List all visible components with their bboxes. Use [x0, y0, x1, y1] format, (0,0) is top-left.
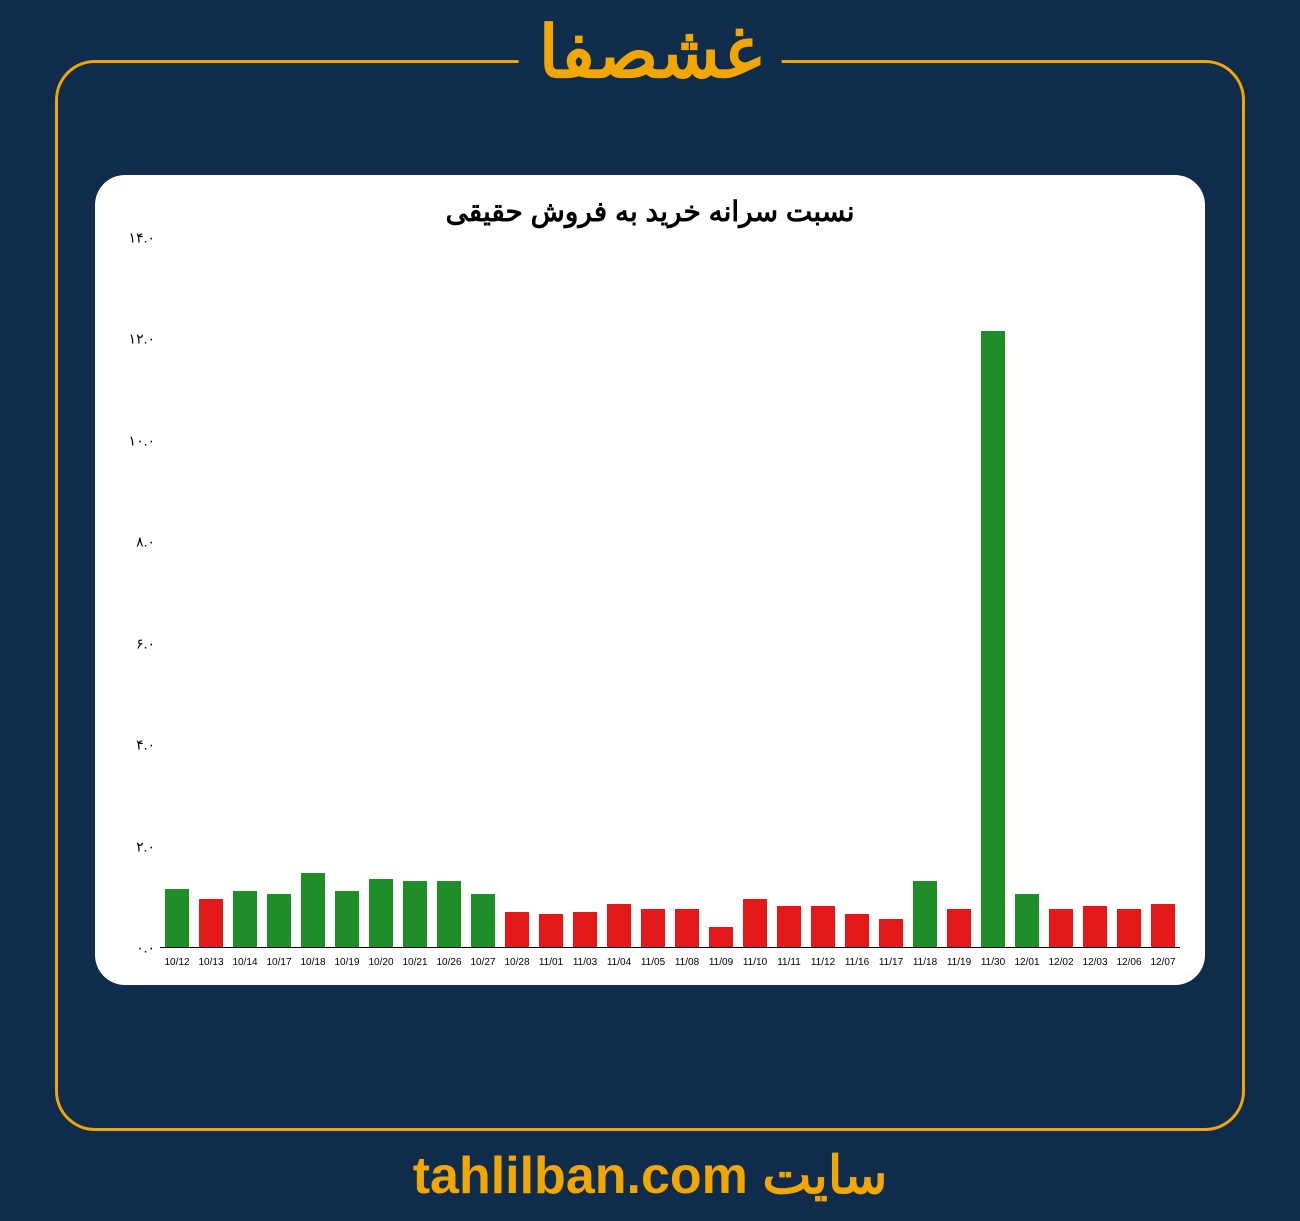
bar [1083, 906, 1107, 947]
x-tick-label: 11/09 [709, 957, 733, 968]
x-tick-label: 11/01 [539, 957, 563, 968]
x-tick-label: 10/13 [198, 957, 223, 968]
y-tick-label: ۸.۰ [115, 534, 155, 551]
bar [1117, 909, 1141, 947]
bar [1151, 904, 1175, 947]
bar [471, 894, 495, 947]
footer-text: سایت tahlilban.com [413, 1146, 888, 1206]
bar [743, 899, 767, 947]
bar [879, 919, 903, 947]
bar [301, 873, 325, 947]
y-tick-label: ۱۰.۰ [115, 432, 155, 449]
x-tick-label: 12/07 [1150, 957, 1175, 968]
footer-url: tahlilban.com [413, 1147, 748, 1205]
bar [437, 881, 461, 947]
footer-label: سایت [762, 1147, 887, 1205]
bar [573, 912, 597, 948]
x-tick-label: 10/17 [266, 957, 291, 968]
bar [1015, 894, 1039, 947]
x-tick-label: 11/08 [675, 957, 699, 968]
x-tick-label: 10/14 [232, 957, 257, 968]
x-tick-label: 11/12 [811, 957, 835, 968]
y-tick-label: ۱۴.۰ [115, 230, 155, 247]
bar [811, 906, 835, 947]
x-tick-label: 10/20 [368, 957, 393, 968]
x-tick-label: 11/04 [607, 957, 631, 968]
x-tick-label: 10/27 [470, 957, 495, 968]
x-tick-label: 10/28 [504, 957, 529, 968]
bar [199, 899, 223, 947]
bar [845, 914, 869, 947]
bar [1049, 909, 1073, 947]
bar [403, 881, 427, 947]
x-tick-label: 10/19 [334, 957, 359, 968]
x-tick-label: 11/19 [947, 957, 971, 968]
bar [505, 912, 529, 948]
bar [981, 331, 1005, 947]
bar [709, 927, 733, 947]
bar [777, 906, 801, 947]
y-tick-label: ۱۲.۰ [115, 331, 155, 348]
x-tick-label: 11/17 [879, 957, 903, 968]
x-tick-label: 11/18 [913, 957, 937, 968]
x-tick-label: 10/26 [436, 957, 461, 968]
bar [607, 904, 631, 947]
x-tick-label: 10/12 [164, 957, 189, 968]
x-tick-label: 11/11 [777, 957, 801, 968]
bar [369, 879, 393, 947]
chart-title: نسبت سرانه خرید به فروش حقیقی [115, 195, 1185, 228]
x-tick-label: 11/16 [845, 957, 869, 968]
bar [165, 889, 189, 947]
bar [267, 894, 291, 947]
x-tick-label: 11/03 [573, 957, 597, 968]
bar [675, 909, 699, 947]
chart-area: ۰.۰۲.۰۴.۰۶.۰۸.۰۱۰.۰۱۲.۰۱۴.۰ 10/1210/1310… [115, 238, 1185, 978]
header-title: غشصفا [519, 10, 782, 94]
bar [233, 891, 257, 947]
x-tick-label: 11/10 [743, 957, 767, 968]
bar [335, 891, 359, 947]
bar [641, 909, 665, 947]
x-tick-label: 11/30 [981, 957, 1005, 968]
x-tick-label: 11/05 [641, 957, 665, 968]
x-tick-label: 12/03 [1082, 957, 1107, 968]
y-tick-label: ۶.۰ [115, 635, 155, 652]
bar [947, 909, 971, 947]
y-tick-label: ۴.۰ [115, 737, 155, 754]
x-tick-label: 10/18 [300, 957, 325, 968]
y-tick-label: ۲.۰ [115, 838, 155, 855]
chart-card: نسبت سرانه خرید به فروش حقیقی ۰.۰ ۲.۰ ۴.۰ ۶… [95, 175, 1205, 985]
bar [913, 881, 937, 947]
plot-area [160, 238, 1180, 948]
y-tick-label: ۰.۰ [115, 940, 155, 957]
x-tick-label: 12/06 [1116, 957, 1141, 968]
bar [539, 914, 563, 947]
x-tick-label: 12/02 [1048, 957, 1073, 968]
x-tick-label: 10/21 [402, 957, 427, 968]
x-tick-label: 12/01 [1014, 957, 1039, 968]
